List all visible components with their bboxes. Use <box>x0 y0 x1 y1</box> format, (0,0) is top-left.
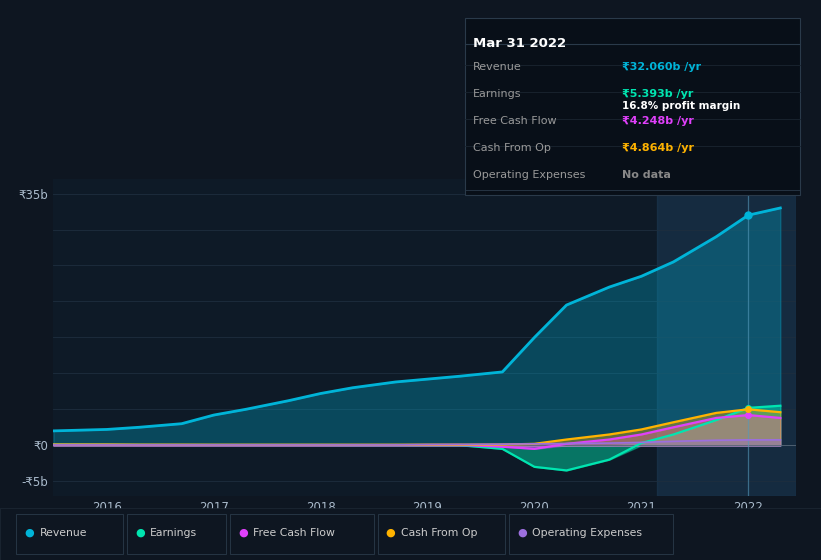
Text: Cash From Op: Cash From Op <box>401 528 477 538</box>
Text: ₹32.060b /yr: ₹32.060b /yr <box>622 62 701 72</box>
Text: Mar 31 2022: Mar 31 2022 <box>473 37 566 50</box>
Text: Operating Expenses: Operating Expenses <box>532 528 642 538</box>
Text: ●: ● <box>517 528 527 538</box>
Text: No data: No data <box>622 170 672 180</box>
Text: Revenue: Revenue <box>473 62 521 72</box>
Text: Free Cash Flow: Free Cash Flow <box>473 116 557 126</box>
Text: ₹4.864b /yr: ₹4.864b /yr <box>622 143 695 153</box>
Text: Cash From Op: Cash From Op <box>473 143 551 153</box>
Text: ●: ● <box>238 528 248 538</box>
Bar <box>658 179 796 496</box>
Text: ●: ● <box>386 528 396 538</box>
Text: 16.8% profit margin: 16.8% profit margin <box>622 101 741 111</box>
Text: ●: ● <box>135 528 145 538</box>
Text: Revenue: Revenue <box>39 528 87 538</box>
Text: ₹5.393b /yr: ₹5.393b /yr <box>622 89 694 99</box>
Text: Free Cash Flow: Free Cash Flow <box>253 528 335 538</box>
Text: Operating Expenses: Operating Expenses <box>473 170 585 180</box>
Text: ₹4.248b /yr: ₹4.248b /yr <box>622 116 695 126</box>
Text: Earnings: Earnings <box>150 528 197 538</box>
Text: ●: ● <box>25 528 34 538</box>
Text: Earnings: Earnings <box>473 89 521 99</box>
